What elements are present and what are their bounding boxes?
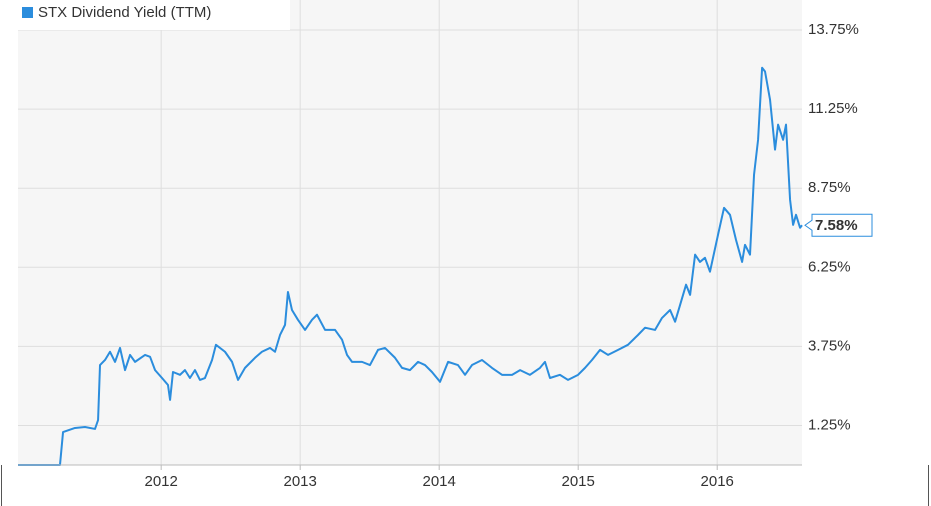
x-tick-label: 2014 — [423, 473, 456, 490]
x-tick-label: 2013 — [283, 473, 316, 490]
y-tick-label: 1.25% — [808, 416, 851, 433]
grid — [18, 0, 802, 470]
x-tick-label: 2016 — [701, 473, 734, 490]
legend-label: STX Dividend Yield (TTM) — [38, 4, 211, 21]
value-label: 7.58% — [815, 217, 858, 234]
x-tick-label: 2015 — [562, 473, 595, 490]
y-tick-label: 8.75% — [808, 179, 851, 196]
y-tick-label: 13.75% — [808, 21, 859, 38]
legend-swatch — [22, 7, 33, 18]
y-tick-label: 3.75% — [808, 337, 851, 354]
labels: 1.25% 3.75% 6.25% 8.75% 11.25% 13.75% 2012 2013… — [144, 21, 873, 490]
series-line — [18, 66, 803, 466]
series-layer — [18, 66, 803, 466]
plot-background — [18, 0, 802, 465]
value-callout — [804, 213, 873, 237]
legend-box — [18, 0, 290, 30]
y-tick-label: 6.25% — [808, 258, 851, 275]
y-tick-label: 11.25% — [808, 100, 858, 117]
legend: STX Dividend Yield (TTM) — [18, 0, 290, 30]
x-tick-label: 2012 — [144, 473, 177, 490]
